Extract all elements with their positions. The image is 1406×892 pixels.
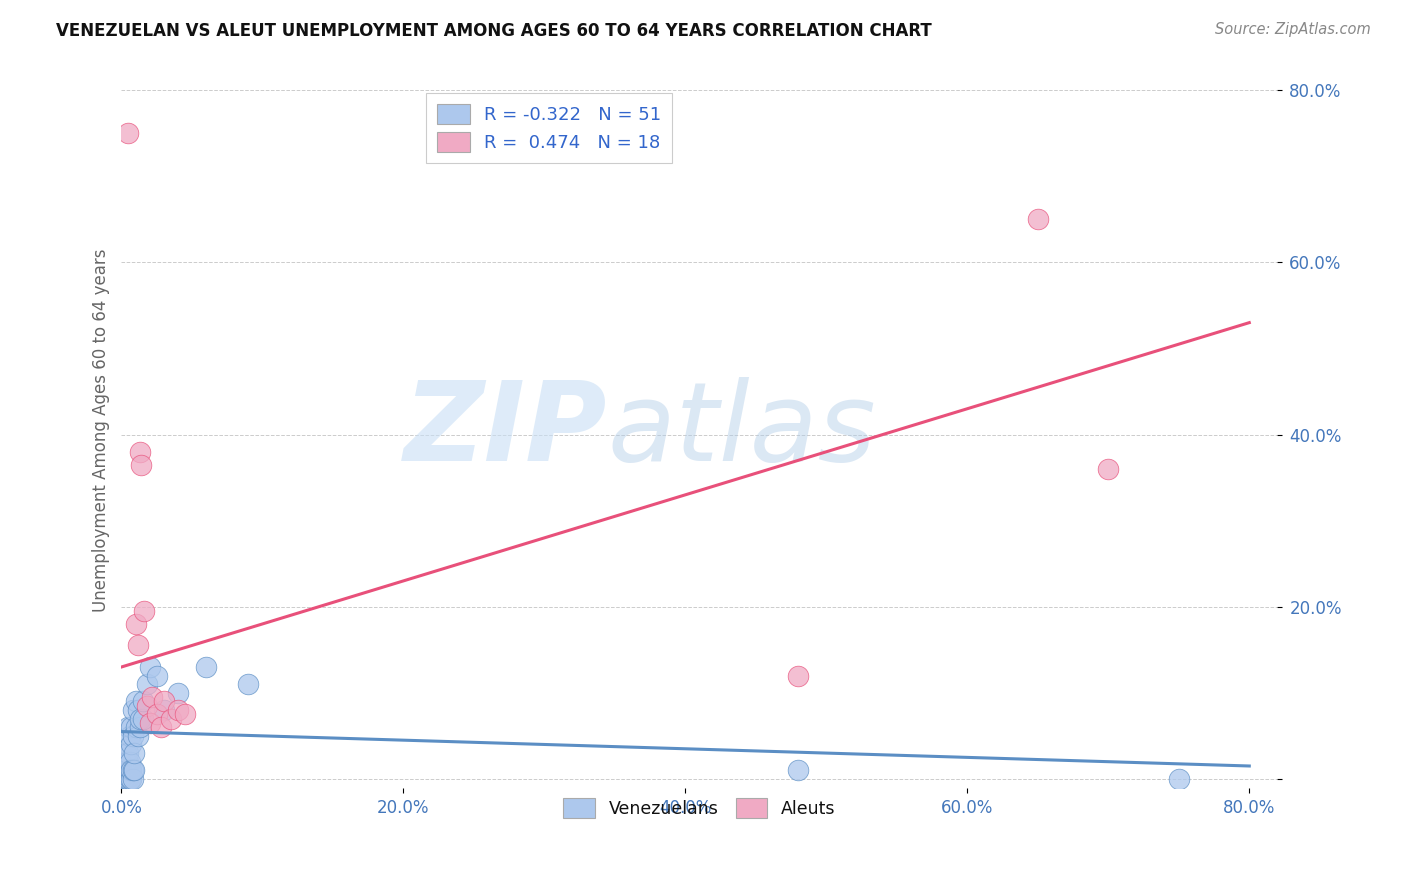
Point bbox=[115, 764, 138, 778]
Point bbox=[121, 729, 143, 743]
Point bbox=[118, 764, 141, 778]
Point bbox=[1026, 212, 1049, 227]
Point bbox=[787, 764, 810, 778]
Text: ZIP: ZIP bbox=[404, 376, 607, 483]
Point bbox=[110, 772, 132, 786]
Point bbox=[135, 698, 157, 713]
Point bbox=[117, 126, 139, 140]
Point bbox=[117, 755, 139, 769]
Point bbox=[110, 764, 132, 778]
Point bbox=[118, 755, 141, 769]
Point bbox=[120, 720, 142, 734]
Point bbox=[135, 677, 157, 691]
Y-axis label: Unemployment Among Ages 60 to 64 years: Unemployment Among Ages 60 to 64 years bbox=[93, 249, 110, 612]
Point bbox=[122, 764, 145, 778]
Point bbox=[121, 772, 143, 786]
Text: VENEZUELAN VS ALEUT UNEMPLOYMENT AMONG AGES 60 TO 64 YEARS CORRELATION CHART: VENEZUELAN VS ALEUT UNEMPLOYMENT AMONG A… bbox=[56, 22, 932, 40]
Point bbox=[128, 444, 150, 458]
Point bbox=[787, 668, 810, 682]
Point bbox=[117, 772, 139, 786]
Point bbox=[159, 712, 181, 726]
Point bbox=[127, 729, 149, 743]
Point bbox=[195, 660, 218, 674]
Point bbox=[124, 694, 146, 708]
Point bbox=[114, 772, 136, 786]
Point bbox=[112, 772, 135, 786]
Point bbox=[127, 639, 149, 653]
Point bbox=[145, 668, 167, 682]
Text: Source: ZipAtlas.com: Source: ZipAtlas.com bbox=[1215, 22, 1371, 37]
Point bbox=[118, 772, 141, 786]
Point bbox=[115, 772, 138, 786]
Point bbox=[129, 458, 152, 472]
Point bbox=[112, 772, 135, 786]
Point bbox=[238, 677, 260, 691]
Point bbox=[128, 720, 150, 734]
Point bbox=[117, 764, 139, 778]
Point bbox=[121, 703, 143, 717]
Point bbox=[149, 720, 172, 734]
Point bbox=[166, 686, 188, 700]
Point bbox=[152, 694, 174, 708]
Point bbox=[138, 715, 160, 730]
Point bbox=[1097, 462, 1119, 476]
Point bbox=[114, 746, 136, 760]
Point bbox=[141, 690, 163, 705]
Point bbox=[118, 729, 141, 743]
Point bbox=[132, 604, 155, 618]
Text: atlas: atlas bbox=[607, 376, 876, 483]
Point bbox=[122, 746, 145, 760]
Point bbox=[131, 694, 153, 708]
Point bbox=[117, 720, 139, 734]
Legend: Venezuelans, Aleuts: Venezuelans, Aleuts bbox=[557, 791, 842, 825]
Point bbox=[121, 764, 143, 778]
Point bbox=[173, 707, 195, 722]
Point bbox=[110, 772, 132, 786]
Point bbox=[138, 660, 160, 674]
Point bbox=[128, 712, 150, 726]
Point bbox=[1167, 772, 1189, 786]
Point bbox=[127, 703, 149, 717]
Point bbox=[112, 764, 135, 778]
Point bbox=[145, 707, 167, 722]
Point bbox=[120, 764, 142, 778]
Point bbox=[112, 767, 135, 781]
Point bbox=[120, 772, 142, 786]
Point bbox=[114, 755, 136, 769]
Point bbox=[131, 712, 153, 726]
Point bbox=[115, 755, 138, 769]
Point bbox=[124, 616, 146, 631]
Point bbox=[117, 746, 139, 760]
Point bbox=[152, 703, 174, 717]
Point bbox=[114, 764, 136, 778]
Point bbox=[110, 755, 132, 769]
Point bbox=[166, 703, 188, 717]
Point bbox=[124, 720, 146, 734]
Point bbox=[120, 738, 142, 752]
